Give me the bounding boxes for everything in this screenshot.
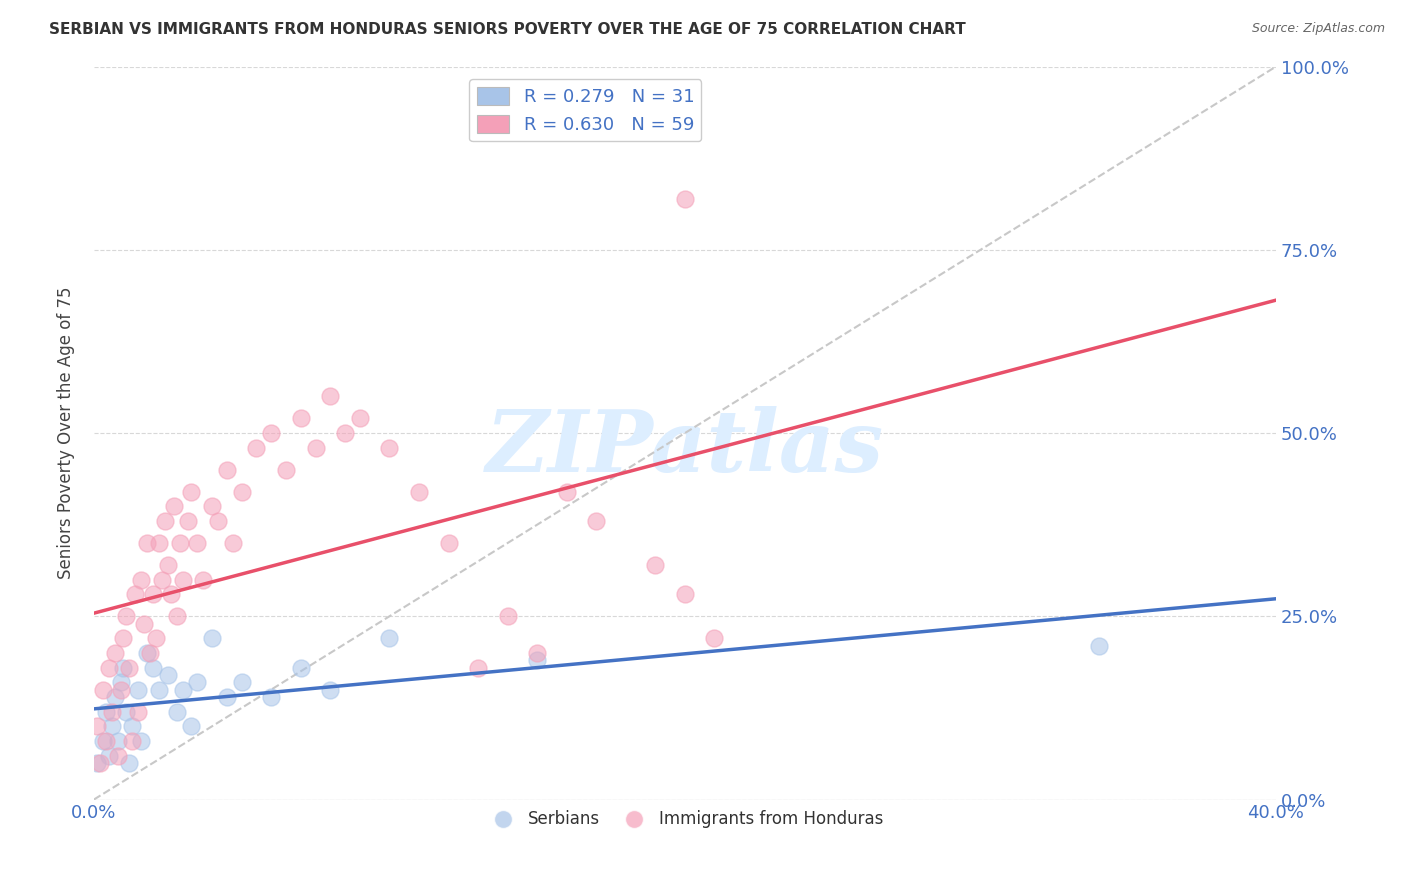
Point xyxy=(172,573,194,587)
Point xyxy=(115,609,138,624)
Point xyxy=(94,705,117,719)
Point xyxy=(91,682,114,697)
Point xyxy=(1087,639,1109,653)
Point xyxy=(156,558,179,572)
Point xyxy=(129,734,152,748)
Point xyxy=(86,756,108,770)
Point xyxy=(139,646,162,660)
Point xyxy=(201,500,224,514)
Point xyxy=(104,690,127,704)
Point xyxy=(136,646,159,660)
Point xyxy=(89,756,111,770)
Point xyxy=(169,536,191,550)
Point xyxy=(201,632,224,646)
Point xyxy=(378,632,401,646)
Point xyxy=(585,514,607,528)
Point xyxy=(260,690,283,704)
Point xyxy=(467,660,489,674)
Point xyxy=(150,573,173,587)
Point xyxy=(86,719,108,733)
Text: ZIPatlas: ZIPatlas xyxy=(486,406,884,490)
Point xyxy=(118,756,141,770)
Y-axis label: Seniors Poverty Over the Age of 75: Seniors Poverty Over the Age of 75 xyxy=(58,287,75,579)
Point xyxy=(526,653,548,667)
Point xyxy=(121,719,143,733)
Point xyxy=(496,609,519,624)
Point xyxy=(644,558,666,572)
Point xyxy=(107,734,129,748)
Point xyxy=(349,411,371,425)
Point xyxy=(673,192,696,206)
Point xyxy=(118,660,141,674)
Point xyxy=(104,646,127,660)
Point xyxy=(107,748,129,763)
Point xyxy=(319,389,342,403)
Point xyxy=(91,734,114,748)
Point xyxy=(142,587,165,601)
Point xyxy=(163,500,186,514)
Point xyxy=(110,675,132,690)
Legend: Serbians, Immigrants from Honduras: Serbians, Immigrants from Honduras xyxy=(479,804,890,835)
Point xyxy=(166,705,188,719)
Point xyxy=(110,682,132,697)
Point xyxy=(180,484,202,499)
Point xyxy=(290,411,312,425)
Point xyxy=(193,573,215,587)
Point xyxy=(134,616,156,631)
Point xyxy=(703,632,725,646)
Point xyxy=(186,675,208,690)
Point xyxy=(673,587,696,601)
Point xyxy=(112,632,135,646)
Point xyxy=(274,463,297,477)
Point xyxy=(148,536,170,550)
Point xyxy=(97,748,120,763)
Point xyxy=(408,484,430,499)
Point xyxy=(222,536,245,550)
Point xyxy=(207,514,229,528)
Point xyxy=(177,514,200,528)
Point xyxy=(260,425,283,440)
Point xyxy=(166,609,188,624)
Point xyxy=(333,425,356,440)
Point xyxy=(148,682,170,697)
Point xyxy=(136,536,159,550)
Point xyxy=(124,587,146,601)
Point xyxy=(100,719,122,733)
Point xyxy=(129,573,152,587)
Text: Source: ZipAtlas.com: Source: ZipAtlas.com xyxy=(1251,22,1385,36)
Point xyxy=(215,463,238,477)
Point xyxy=(156,668,179,682)
Point xyxy=(145,632,167,646)
Point xyxy=(172,682,194,697)
Point xyxy=(159,587,181,601)
Point xyxy=(378,441,401,455)
Point xyxy=(526,646,548,660)
Point xyxy=(304,441,326,455)
Point xyxy=(180,719,202,733)
Point xyxy=(319,682,342,697)
Point xyxy=(153,514,176,528)
Point xyxy=(231,675,253,690)
Point xyxy=(555,484,578,499)
Point xyxy=(127,705,149,719)
Point xyxy=(142,660,165,674)
Point xyxy=(437,536,460,550)
Point xyxy=(121,734,143,748)
Point xyxy=(115,705,138,719)
Point xyxy=(97,660,120,674)
Point xyxy=(127,682,149,697)
Point xyxy=(186,536,208,550)
Point xyxy=(112,660,135,674)
Point xyxy=(245,441,267,455)
Point xyxy=(231,484,253,499)
Text: SERBIAN VS IMMIGRANTS FROM HONDURAS SENIORS POVERTY OVER THE AGE OF 75 CORRELATI: SERBIAN VS IMMIGRANTS FROM HONDURAS SENI… xyxy=(49,22,966,37)
Point xyxy=(290,660,312,674)
Point xyxy=(94,734,117,748)
Point xyxy=(215,690,238,704)
Point xyxy=(100,705,122,719)
